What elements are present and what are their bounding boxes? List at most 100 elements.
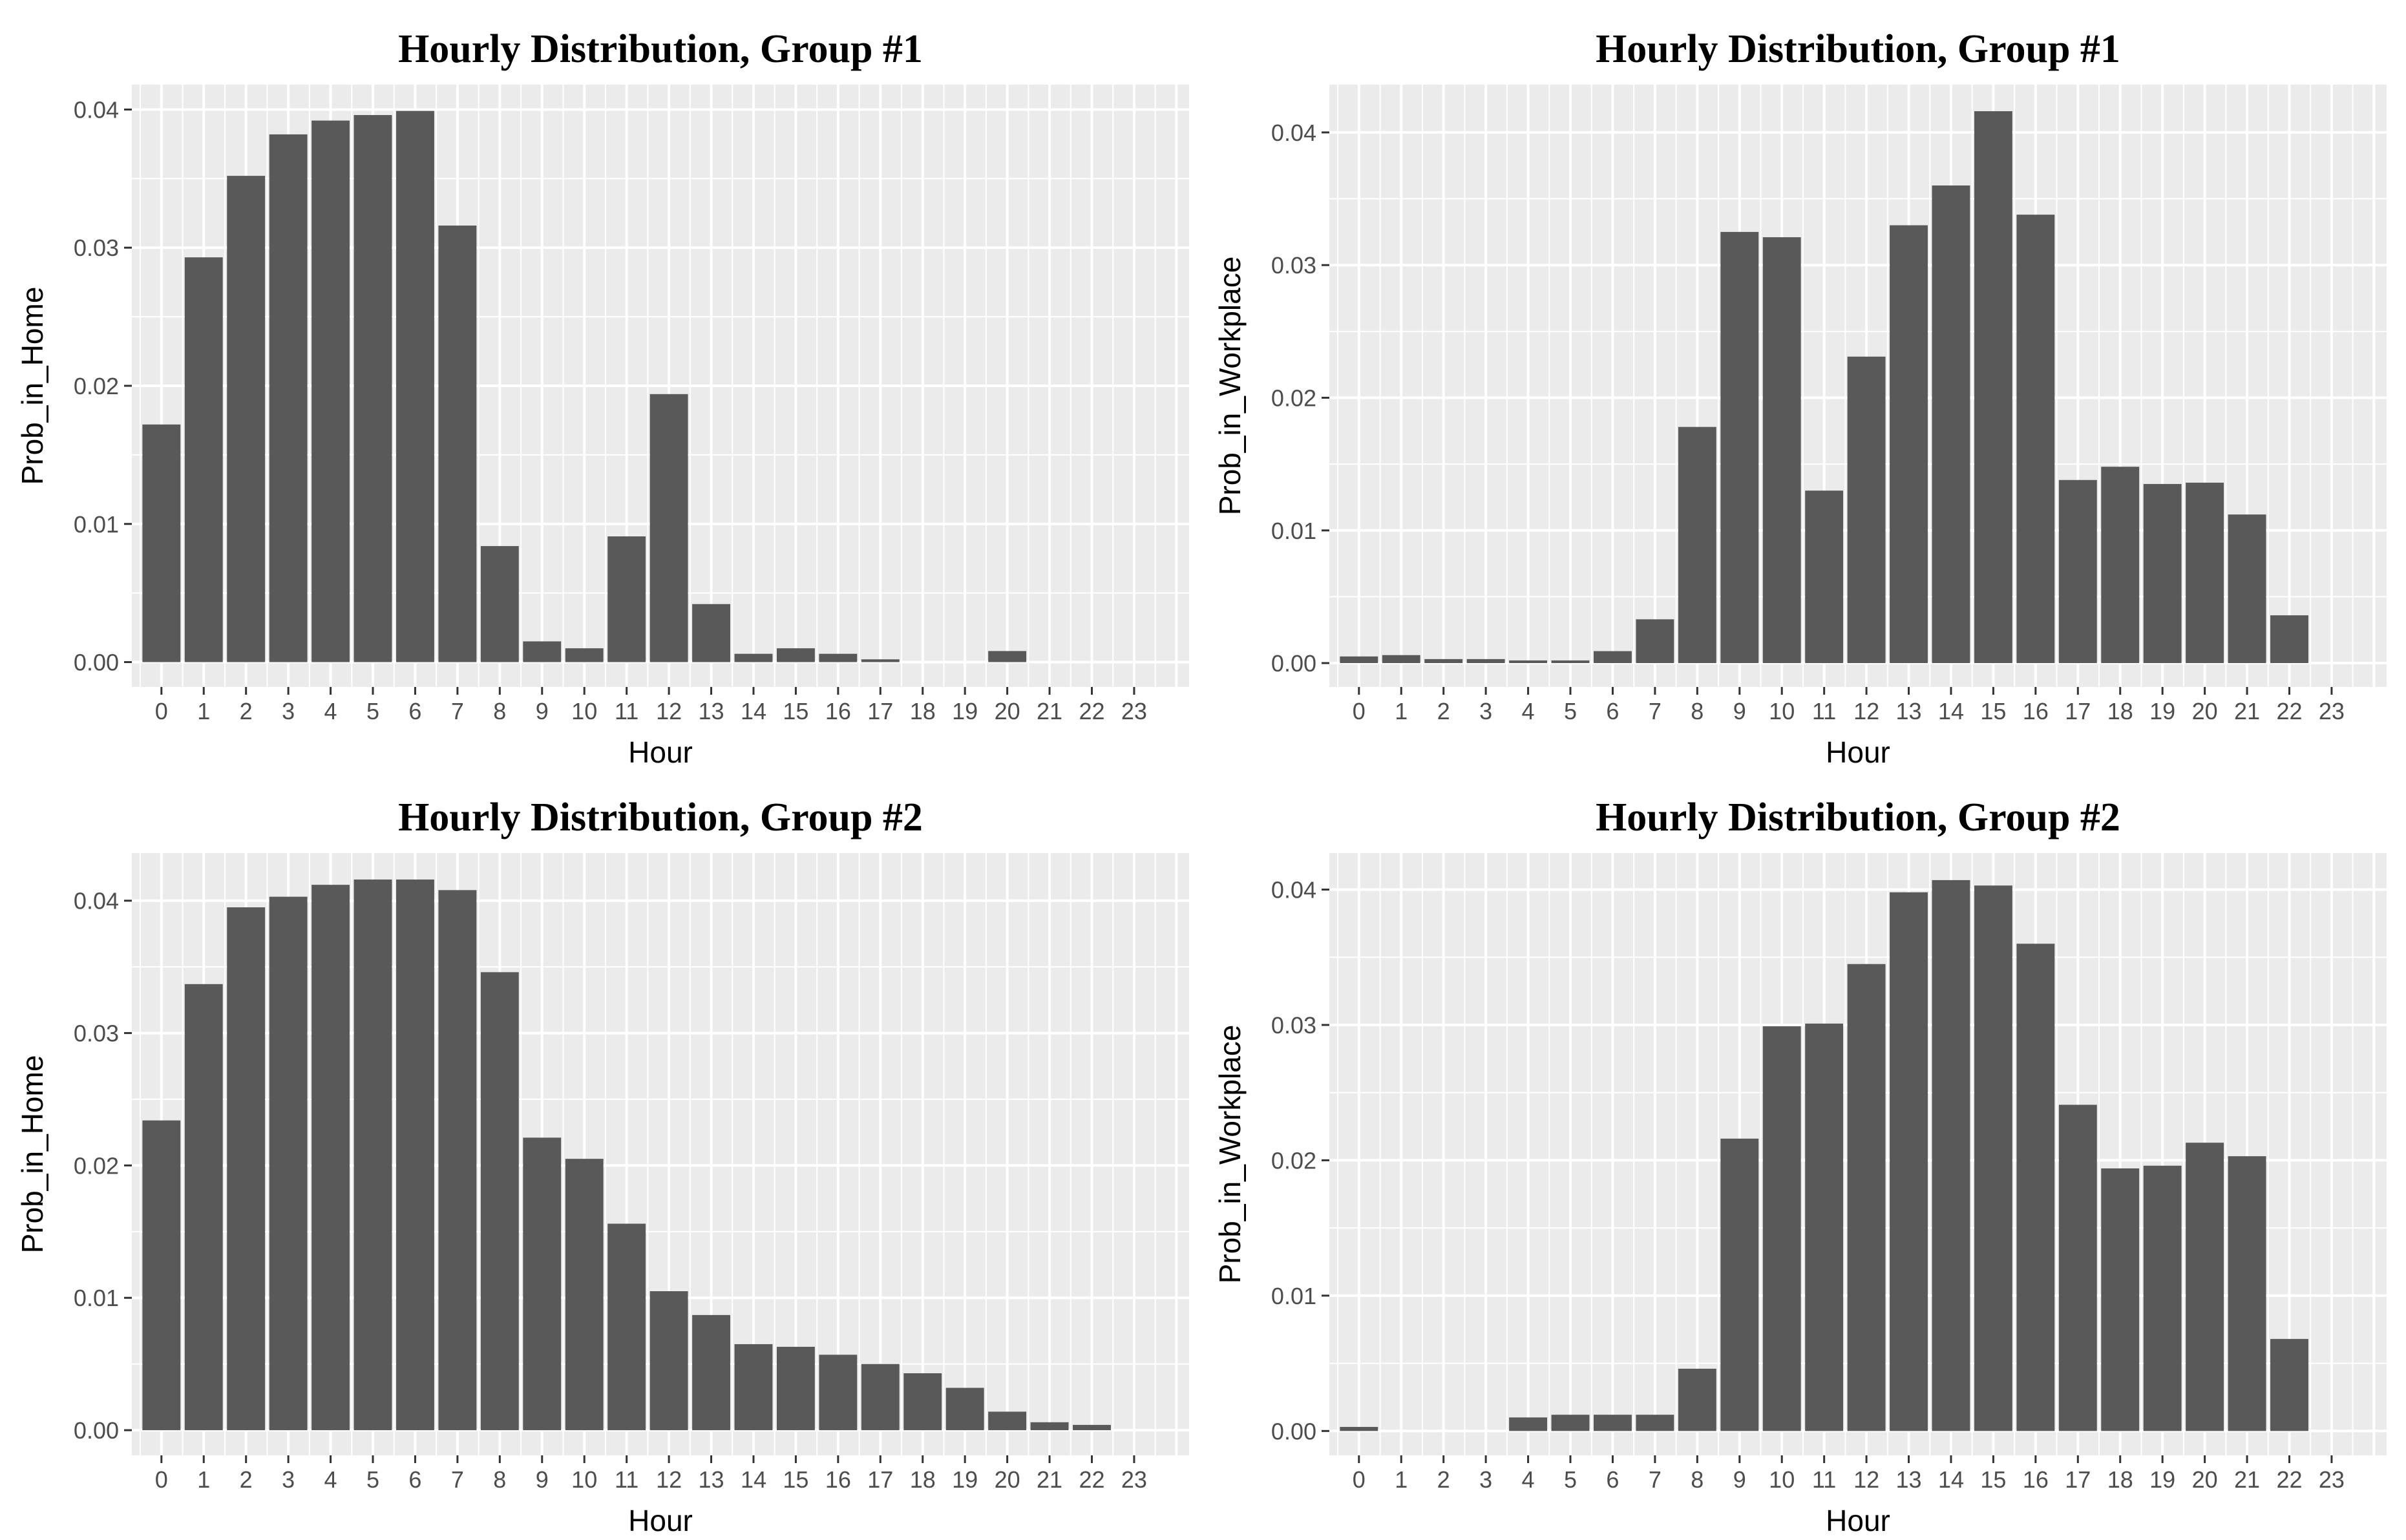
x-tick-label: 22	[2276, 1466, 2302, 1493]
x-tick-label: 11	[1812, 1466, 1836, 1493]
x-tick-label: 3	[1479, 1466, 1492, 1493]
x-tick-label: 5	[366, 698, 379, 724]
bar-hour-5	[354, 879, 392, 1431]
y-tick-label: 0.02	[74, 373, 119, 399]
x-tick-label: 19	[2149, 1466, 2175, 1493]
x-tick-label: 13	[699, 698, 724, 724]
x-tick-label: 18	[910, 1466, 936, 1493]
bar-hour-0	[1340, 1427, 1378, 1431]
bar-hour-16	[819, 1355, 858, 1431]
x-tick-label: 16	[825, 1466, 851, 1493]
x-tick-label: 11	[615, 1466, 638, 1493]
bar-hour-8	[1678, 1368, 1716, 1431]
bar-hour-14	[1932, 880, 1970, 1431]
axes: 0.000.010.020.030.040 1 2 3 4 5 6 7 8 9 10 11 12 13 14…	[74, 888, 1147, 1493]
bar-hour-12	[1847, 964, 1886, 1431]
x-tick-label: 6	[408, 698, 421, 724]
x-tick-label: 17	[2065, 698, 2091, 724]
bar-hour-2	[227, 907, 266, 1431]
x-tick-label: 2	[240, 1466, 253, 1493]
x-tick-label: 20	[2192, 1466, 2218, 1493]
y-tick-label: 0.01	[1271, 1283, 1316, 1309]
x-tick-label: 17	[2065, 1466, 2091, 1493]
bar-hour-15	[776, 648, 815, 662]
x-tick-label: 1	[197, 698, 210, 724]
panel-home-group-1: 0.000.010.020.030.040 1 2 3 4 5 6 7 8 9 10 11 12 13 14…	[16, 27, 1189, 769]
bar-hour-4	[311, 885, 350, 1431]
y-tick-label: 0.03	[74, 1020, 119, 1047]
x-axis-title: Hour	[628, 1504, 693, 1537]
x-tick-label: 3	[1479, 698, 1492, 724]
bar-hour-17	[2058, 1104, 2097, 1431]
bar-hour-22	[2270, 1338, 2308, 1431]
bar-hour-8	[1678, 427, 1716, 664]
y-tick-label: 0.01	[1271, 518, 1316, 544]
y-tick-label: 0.03	[74, 235, 119, 261]
chart-title: Hourly Distribution, Group #2	[1596, 796, 2120, 839]
bar-hour-2	[1424, 659, 1463, 664]
bar-hour-15	[1974, 111, 2012, 664]
bar-hour-10	[1762, 237, 1801, 664]
bar-hour-0	[142, 424, 181, 662]
x-tick-label: 4	[1522, 698, 1535, 724]
y-axis-title: Prob_in_Workplace	[1213, 257, 1247, 516]
x-tick-label: 18	[2107, 1466, 2133, 1493]
x-tick-label: 6	[1606, 1466, 1619, 1493]
panel-workplace-group-2: 0.000.010.020.030.040 1 2 3 4 5 6 7 8 9 10 11 12 13 14…	[1213, 796, 2387, 1537]
x-tick-label: 2	[1437, 1466, 1450, 1493]
bar-hour-19	[2143, 1165, 2182, 1431]
y-tick-label: 0.02	[1271, 385, 1316, 411]
bar-hour-11	[1805, 1023, 1844, 1431]
x-tick-label: 19	[2149, 698, 2175, 724]
y-tick-label: 0.04	[1271, 120, 1316, 146]
bar-hour-7	[1636, 619, 1674, 664]
x-tick-label: 23	[2319, 698, 2345, 724]
bar-hour-1	[184, 984, 223, 1431]
bar-hour-9	[1720, 1138, 1759, 1431]
bar-hour-20	[2186, 1143, 2224, 1431]
bar-hour-8	[480, 972, 519, 1431]
bar-hour-12	[649, 394, 688, 662]
bar-hour-0	[142, 1120, 181, 1431]
x-axis-title: Hour	[628, 735, 693, 769]
bar-hour-13	[692, 1314, 730, 1431]
bars	[142, 111, 1027, 662]
x-tick-label: 12	[1853, 1466, 1879, 1493]
x-tick-label: 6	[1606, 698, 1619, 724]
x-tick-label: 14	[1938, 1466, 1964, 1493]
x-tick-label: 1	[197, 1466, 210, 1493]
bar-hour-14	[734, 1344, 773, 1431]
bar-hour-12	[1847, 356, 1886, 664]
bar-hour-17	[861, 1364, 900, 1431]
bar-hour-14	[734, 653, 773, 662]
x-tick-label: 12	[1853, 698, 1879, 724]
x-tick-label: 3	[282, 698, 295, 724]
y-tick-label: 0.00	[1271, 1418, 1316, 1444]
bar-hour-21	[1030, 1422, 1069, 1431]
x-tick-label: 21	[1037, 1466, 1062, 1493]
x-tick-label: 5	[1564, 1466, 1577, 1493]
x-tick-label: 7	[1649, 698, 1662, 724]
bar-hour-20	[988, 651, 1027, 662]
x-tick-label: 14	[741, 1466, 766, 1493]
x-tick-label: 2	[240, 698, 253, 724]
x-tick-label: 20	[2192, 698, 2218, 724]
x-tick-label: 7	[451, 698, 464, 724]
x-tick-label: 19	[952, 698, 978, 724]
bar-hour-4	[311, 120, 350, 662]
chart-title: Hourly Distribution, Group #1	[1596, 27, 2120, 71]
x-tick-label: 10	[1769, 698, 1795, 724]
x-tick-label: 13	[1896, 698, 1922, 724]
x-tick-label: 4	[324, 698, 337, 724]
x-tick-label: 15	[783, 698, 808, 724]
x-tick-label: 17	[867, 1466, 893, 1493]
bar-hour-6	[1594, 1415, 1632, 1431]
bar-hour-13	[1890, 892, 1928, 1431]
bar-hour-10	[1762, 1026, 1801, 1431]
bars	[142, 879, 1111, 1431]
bar-hour-15	[1974, 885, 2012, 1431]
y-tick-label: 0.01	[74, 511, 119, 538]
x-tick-label: 10	[571, 698, 597, 724]
bar-hour-6	[396, 111, 434, 662]
x-tick-label: 12	[656, 1466, 682, 1493]
